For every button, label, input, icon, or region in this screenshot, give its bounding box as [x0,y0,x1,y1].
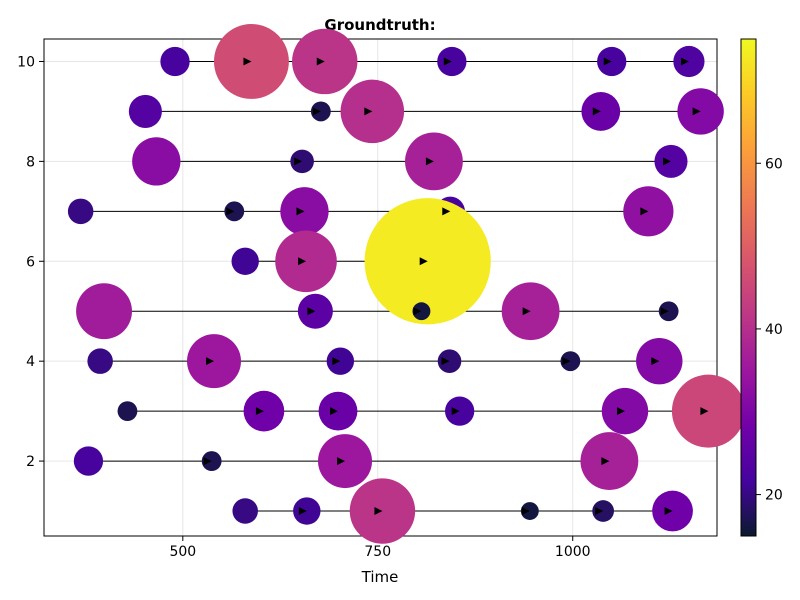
event-marker [601,387,649,435]
event-marker [87,348,113,374]
event-marker [405,132,463,191]
event-marker [597,46,627,77]
arrowhead-mark [419,257,428,266]
series-lines [80,57,709,516]
arrowhead-mark [337,457,346,466]
arrowhead-mark [226,207,235,216]
arrowhead-mark [298,257,307,266]
arrowhead-mark [442,207,451,216]
colorbar: 20 40 60 [740,38,783,537]
y-tick-label: 10 [17,54,35,70]
arrowhead-mark [294,157,303,166]
arrowhead-mark [443,57,452,66]
event-marker [349,478,416,544]
arrowhead-mark [374,507,383,516]
arrowhead-mark [522,307,531,316]
event-marker [76,283,132,340]
arrowhead-mark [413,307,422,316]
arrowhead-mark [451,407,460,416]
arrowhead-mark [651,357,660,366]
arrowhead-mark [329,407,338,416]
arrowhead-mark [592,107,601,116]
arrowhead-mark [298,507,307,516]
y-tick-label: 4 [26,354,35,370]
data-points [67,24,745,544]
event-marker [213,24,289,99]
y-tick-label: 8 [26,154,35,170]
x-axis-title: Time [361,568,399,586]
arrowhead-mark [332,357,341,366]
event-marker [232,498,258,524]
arrowhead-mark [441,357,450,366]
event-marker [437,349,462,373]
arrowhead-mark [595,507,604,516]
event-marker [67,198,94,225]
event-marker [160,46,190,77]
arrowhead-mark [203,457,212,466]
x-tick-label: 750 [364,544,391,560]
arrowhead-mark [660,307,669,316]
arrowhead-mark [425,157,434,166]
event-marker [652,490,693,532]
event-marker [290,149,314,174]
arrowhead-mark [692,107,701,116]
arrowhead-mark [255,407,264,416]
arrowhead-mark [206,357,215,366]
arrowhead-mark [296,207,305,216]
event-marker [437,46,467,77]
event-marker [520,502,539,520]
arrowhead-mark [664,507,673,516]
event-marker [326,347,355,375]
event-marker [117,401,138,422]
x-tick-label: 1000 [555,544,591,560]
arrowhead-mark [307,307,316,316]
arrowhead-mark [312,107,321,116]
event-marker [636,337,683,385]
y-tick-label: 6 [26,254,35,270]
event-marker [201,451,222,471]
arrowhead-mark [364,107,373,116]
event-marker [128,94,162,128]
event-marker [293,497,321,525]
colorbar-tick-label: 20 [765,488,783,504]
arrowhead-mark [662,157,671,166]
x-tick-label: 500 [169,544,196,560]
arrowhead-mark [562,357,571,366]
event-marker [73,446,104,476]
arrowhead-mark [601,457,610,466]
chart-title: Groundtruth: [324,16,435,34]
colorbar-gradient [740,38,757,537]
colorbar-tick-label: 60 [765,156,783,172]
arrowhead-mark [316,57,325,66]
event-marker [224,201,245,222]
event-marker [132,137,181,186]
arrowhead-mark [616,407,625,416]
event-marker [673,45,705,78]
event-marker [275,230,337,293]
arrowhead-mark [603,57,612,66]
arrowhead-mark [640,207,649,216]
event-marker [231,247,259,275]
arrowhead-mark [700,407,709,416]
colorbar-tick-label: 40 [765,322,783,338]
y-tick-label: 2 [26,454,35,470]
arrowhead-mark [680,57,689,66]
arrowhead-mark [521,507,530,516]
arrowhead-mark [243,57,252,66]
